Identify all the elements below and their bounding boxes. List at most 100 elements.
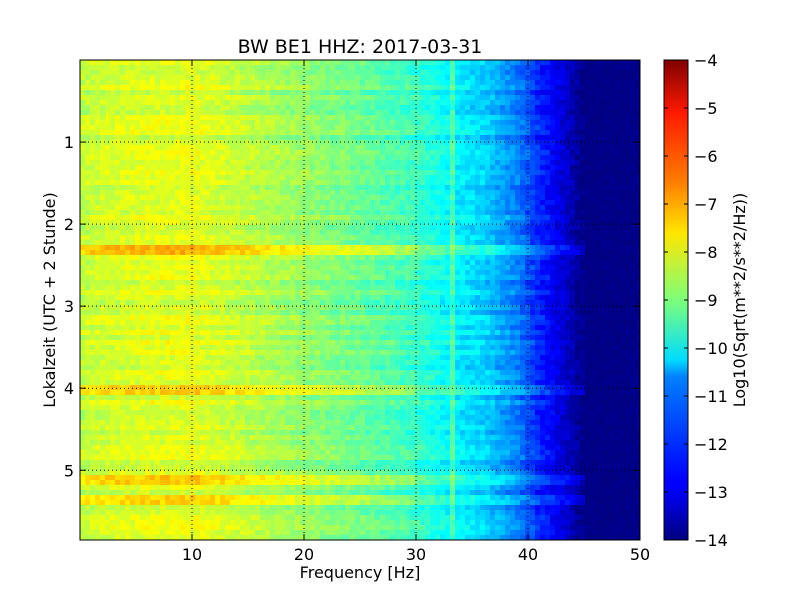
heatmap-cell xyxy=(295,260,301,266)
heatmap-cell xyxy=(300,165,306,171)
heatmap-cell xyxy=(455,185,461,191)
heatmap-cell xyxy=(325,185,331,191)
heatmap-cell xyxy=(580,105,586,111)
heatmap-cell xyxy=(335,115,341,121)
heatmap-cell xyxy=(475,145,481,151)
heatmap-cell xyxy=(315,225,321,231)
heatmap-cell xyxy=(290,150,296,156)
heatmap-cell xyxy=(390,90,396,96)
heatmap-cell xyxy=(110,255,116,261)
heatmap-cell xyxy=(440,270,446,276)
heatmap-cell xyxy=(605,210,611,216)
heatmap-cell xyxy=(435,210,441,216)
heatmap-cell xyxy=(490,265,496,271)
heatmap-cell xyxy=(555,65,561,71)
heatmap-cell xyxy=(380,190,386,196)
heatmap-cell xyxy=(255,120,261,126)
heatmap-cell xyxy=(605,225,611,231)
heatmap-cell xyxy=(485,245,491,251)
heatmap-cell xyxy=(305,260,311,266)
heatmap-cell xyxy=(590,270,596,276)
heatmap-cell xyxy=(315,185,321,191)
heatmap-cell xyxy=(290,225,296,231)
heatmap-cell xyxy=(480,225,486,231)
heatmap-cell xyxy=(470,220,476,226)
heatmap-cell xyxy=(575,110,581,116)
heatmap-cell xyxy=(555,250,561,256)
heatmap-cell xyxy=(530,230,536,236)
heatmap-cell xyxy=(195,225,201,231)
heatmap-cell xyxy=(565,270,571,276)
heatmap-cell xyxy=(385,95,391,101)
heatmap-cell xyxy=(265,215,271,221)
heatmap-cell xyxy=(280,270,286,276)
heatmap-cell xyxy=(535,165,541,171)
heatmap-cell xyxy=(215,135,221,141)
heatmap-cell xyxy=(175,160,181,166)
heatmap-cell xyxy=(475,250,481,256)
heatmap-cell xyxy=(345,280,351,286)
heatmap-cell xyxy=(555,100,561,106)
heatmap-cell xyxy=(595,95,601,101)
heatmap-cell xyxy=(285,75,291,81)
heatmap-cell xyxy=(600,160,606,166)
heatmap-cell xyxy=(140,110,146,116)
heatmap-cell xyxy=(570,250,576,256)
heatmap-cell xyxy=(345,60,351,66)
heatmap-cell xyxy=(135,210,141,216)
heatmap-cell xyxy=(195,145,201,151)
heatmap-cell xyxy=(220,265,226,271)
heatmap-cell xyxy=(135,250,141,256)
heatmap-cell xyxy=(90,225,96,231)
heatmap-cell xyxy=(285,220,291,226)
heatmap-cell xyxy=(455,80,461,86)
heatmap-cell xyxy=(505,190,511,196)
heatmap-cell xyxy=(190,150,196,156)
heatmap-cell xyxy=(460,185,466,191)
heatmap-cell xyxy=(435,80,441,86)
heatmap-cell xyxy=(590,125,596,131)
heatmap-cell xyxy=(255,115,261,121)
heatmap-cell xyxy=(435,110,441,116)
heatmap-cell xyxy=(355,195,361,201)
heatmap-cell xyxy=(460,115,466,121)
heatmap-cell xyxy=(305,215,311,221)
heatmap-cell xyxy=(450,165,456,171)
heatmap-cell xyxy=(225,265,231,271)
heatmap-cell xyxy=(310,265,316,271)
heatmap-cell xyxy=(145,270,151,276)
heatmap-cell xyxy=(290,115,296,121)
heatmap-cell xyxy=(300,120,306,126)
heatmap-cell xyxy=(490,100,496,106)
heatmap-cell xyxy=(175,145,181,151)
heatmap-cell xyxy=(400,70,406,76)
heatmap-cell xyxy=(500,210,506,216)
heatmap-cell xyxy=(430,110,436,116)
heatmap-cell xyxy=(135,180,141,186)
heatmap-cell xyxy=(635,125,640,131)
heatmap-cell xyxy=(435,250,441,256)
heatmap-cell xyxy=(475,140,481,146)
heatmap-cell xyxy=(555,195,561,201)
heatmap-cell xyxy=(365,175,371,181)
heatmap-cell xyxy=(335,165,341,171)
heatmap-cell xyxy=(205,80,211,86)
heatmap-cell xyxy=(240,115,246,121)
heatmap-cell xyxy=(615,170,621,176)
heatmap-cell xyxy=(450,65,456,71)
heatmap-cell xyxy=(160,215,166,221)
heatmap-cell xyxy=(465,235,471,241)
heatmap-cell xyxy=(90,180,96,186)
heatmap-cell xyxy=(495,215,501,221)
heatmap-cell xyxy=(540,120,546,126)
heatmap-cell xyxy=(205,100,211,106)
heatmap-cell xyxy=(575,155,581,161)
heatmap-cell xyxy=(310,95,316,101)
heatmap-cell xyxy=(135,235,141,241)
heatmap-cell xyxy=(445,135,451,141)
heatmap-cell xyxy=(520,85,526,91)
heatmap-cell xyxy=(510,145,516,151)
heatmap-cell xyxy=(120,185,126,191)
heatmap-cell xyxy=(370,185,376,191)
heatmap-cell xyxy=(480,235,486,241)
